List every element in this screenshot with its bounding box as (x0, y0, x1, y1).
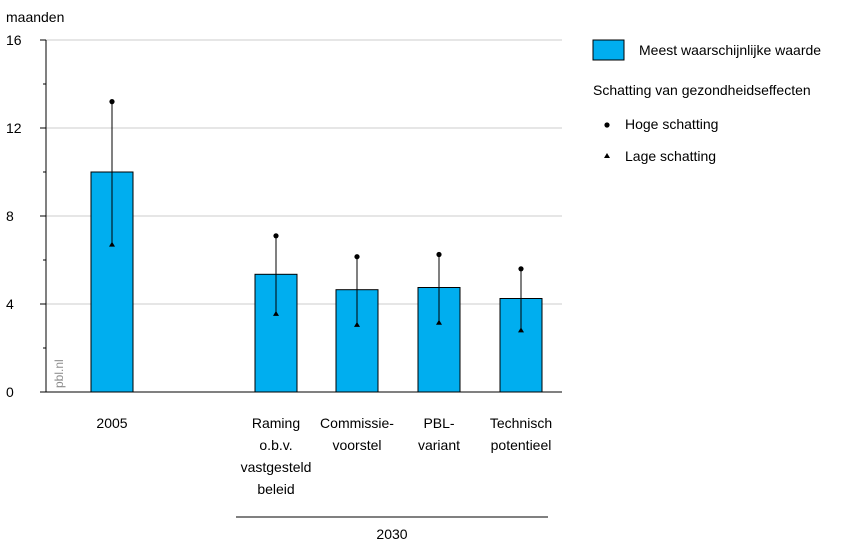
category-label: 2005 (96, 415, 127, 431)
legend-section-title: Schatting van gezondheidseffecten (593, 82, 811, 98)
error-bars (109, 99, 524, 333)
low-estimate-marker (273, 310, 279, 316)
high-estimate-marker (518, 266, 524, 272)
y-tick-label: 12 (6, 120, 22, 136)
y-tick-label: 16 (6, 32, 22, 48)
legend-bar-label: Meest waarschijnlijke waarde (639, 42, 821, 58)
y-axis: 0 4 8 12 16 (6, 32, 47, 400)
low-estimate-marker (354, 321, 360, 327)
category-label: variant (418, 437, 460, 453)
y-tick-label: 4 (6, 296, 14, 312)
legend-bar-swatch (592, 39, 625, 61)
group-label: 2030 (376, 526, 407, 542)
high-estimate-marker (354, 254, 360, 260)
category-label: Raming (252, 415, 300, 431)
legend-low-marker-icon (604, 153, 610, 158)
y-axis-label: maanden (6, 9, 64, 25)
y-tick-label: 8 (6, 208, 14, 224)
high-estimate-marker (273, 233, 279, 239)
category-labels: 2005 Raming o.b.v. vastgesteld beleid Commiss… (96, 415, 552, 497)
low-estimate-marker (518, 327, 524, 333)
category-label: potentieel (491, 437, 552, 453)
category-label: Technisch (490, 415, 552, 431)
watermark: pbl.nl (52, 359, 66, 388)
high-estimate-marker (109, 99, 115, 105)
category-label: voorstel (332, 437, 381, 453)
high-estimate-marker (436, 251, 442, 258)
category-label: beleid (257, 481, 294, 497)
legend-high-marker-icon (604, 122, 610, 128)
category-label: Commissie- (320, 415, 394, 431)
category-label: vastgesteld (241, 459, 312, 475)
bars (90, 171, 543, 393)
low-estimate-marker (109, 241, 115, 247)
legend-low-label: Lage schatting (625, 148, 716, 164)
category-label: PBL- (423, 415, 454, 431)
legend: Meest waarschijnlijke waarde Schatting v… (592, 39, 821, 164)
low-estimate-marker (436, 319, 442, 325)
legend-high-label: Hoge schatting (625, 116, 718, 132)
category-label: o.b.v. (259, 437, 292, 453)
y-tick-label: 0 (6, 384, 14, 400)
